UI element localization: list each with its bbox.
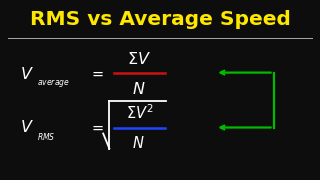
Text: $\mathit{RMS}$: $\mathit{RMS}$: [37, 131, 56, 142]
Text: $=$: $=$: [89, 66, 105, 81]
Text: $\mathit{N}$: $\mathit{N}$: [132, 134, 145, 150]
Text: $\mathit{average}$: $\mathit{average}$: [37, 77, 70, 89]
Text: $\mathit{N}$: $\mathit{N}$: [132, 80, 145, 96]
Text: $\mathit{V}$: $\mathit{V}$: [20, 66, 34, 82]
Text: $=$: $=$: [89, 120, 105, 135]
Text: $\Sigma \mathit{V}$: $\Sigma \mathit{V}$: [126, 51, 150, 66]
Text: RMS vs Average Speed: RMS vs Average Speed: [29, 10, 291, 29]
Text: $\Sigma \mathit{V}^2$: $\Sigma \mathit{V}^2$: [126, 103, 154, 122]
Text: $\mathit{V}$: $\mathit{V}$: [20, 120, 34, 136]
